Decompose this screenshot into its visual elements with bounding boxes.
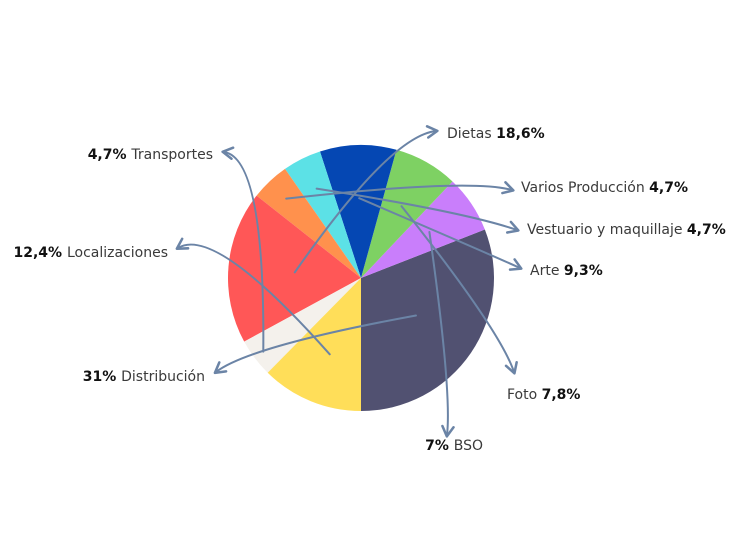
- label-vestuario-y-maquillaje: Vestuario y maquillaje 4,7%: [527, 222, 726, 238]
- pie-slices: [228, 145, 494, 411]
- label-localizaciones: 12,4% Localizaciones: [14, 245, 169, 261]
- callout-arrow-bso: [428, 230, 455, 438]
- callout-arrow-varios-produccion: [285, 181, 515, 200]
- label-transportes: 4,7% Transportes: [88, 147, 213, 163]
- label-value-vestuario-y-maquillaje: 4,7%: [687, 222, 726, 238]
- callout-arrow-dietas: [293, 125, 439, 274]
- label-value-transportes: 4,7%: [88, 147, 132, 163]
- label-name-foto: Foto: [507, 387, 542, 403]
- label-name-localizaciones: Localizaciones: [67, 245, 168, 261]
- label-varios-produccion: Varios Producción 4,7%: [521, 180, 688, 196]
- callout-arrow-vestuario-y-maquillaje: [315, 187, 520, 234]
- slice-vestuario-y-maquillaje: [284, 151, 361, 278]
- label-name-dietas: Dietas: [447, 126, 496, 142]
- label-dietas: Dietas 18,6%: [447, 126, 545, 142]
- label-value-distribucion: 31%: [83, 369, 121, 385]
- label-distribucion: 31% Distribución: [83, 369, 205, 385]
- slice-dietas: [228, 195, 361, 342]
- callout-arrow-arte: [358, 197, 523, 271]
- callout-arrows: [175, 125, 523, 438]
- callout-arrow-distribucion: [213, 314, 417, 375]
- label-value-varios-produccion: 4,7%: [649, 180, 688, 196]
- slice-labels: 31% Distribución 7% BSO Foto 7,8% Arte 9,3%…: [14, 126, 726, 454]
- label-foto: Foto 7,8%: [507, 387, 580, 403]
- label-value-arte: 9,3%: [564, 263, 603, 279]
- slice-distribucion: [361, 229, 494, 411]
- label-name-transportes: Transportes: [130, 147, 213, 163]
- callout-arrow-transportes: [221, 146, 265, 353]
- callout-arrow-localizaciones: [175, 237, 331, 356]
- callout-arrow-foto: [400, 205, 518, 375]
- label-value-foto: 7,8%: [542, 387, 581, 403]
- slice-arte: [319, 145, 397, 278]
- label-arte: Arte 9,3%: [530, 263, 603, 279]
- slice-localizaciones: [267, 278, 361, 411]
- label-bso: 7% BSO: [425, 438, 483, 454]
- label-name-distribucion: Distribución: [121, 369, 205, 385]
- slice-varios-produccion: [256, 168, 361, 278]
- label-name-vestuario-y-maquillaje: Vestuario y maquillaje: [527, 222, 687, 238]
- label-name-arte: Arte: [530, 263, 564, 279]
- slice-bso: [361, 181, 485, 278]
- label-value-dietas: 18,6%: [496, 126, 545, 142]
- label-name-bso: BSO: [454, 438, 483, 454]
- label-value-bso: 7%: [425, 438, 454, 454]
- label-name-varios-produccion: Varios Producción: [521, 180, 649, 196]
- label-value-localizaciones: 12,4%: [14, 245, 67, 261]
